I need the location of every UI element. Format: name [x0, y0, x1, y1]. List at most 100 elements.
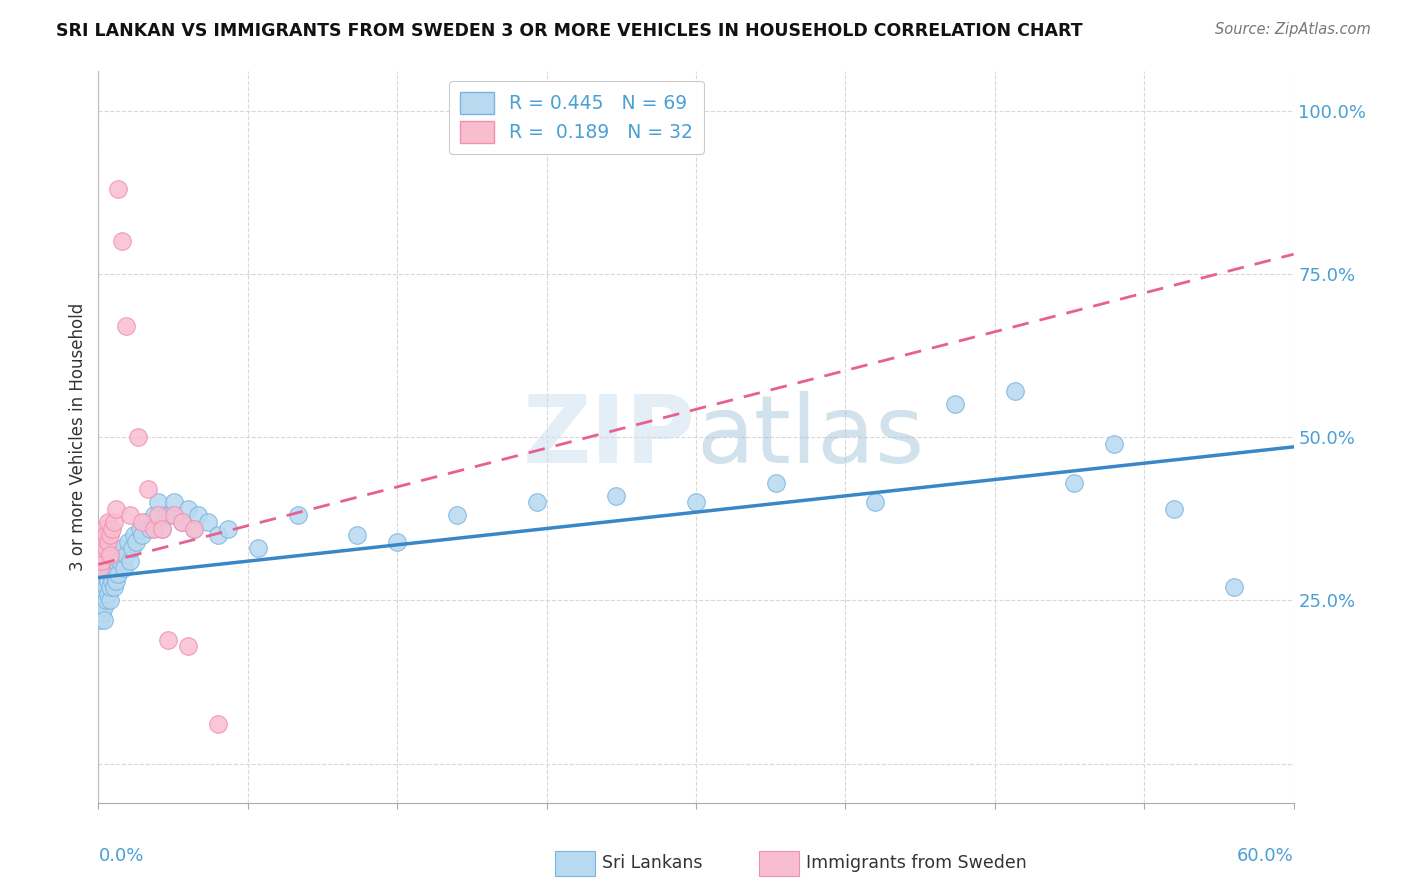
Point	[526, 495, 548, 509]
Point	[91, 580, 114, 594]
Point	[91, 607, 114, 621]
Point	[120, 554, 142, 568]
Point	[103, 567, 125, 582]
Text: Source: ZipAtlas.com: Source: ZipAtlas.com	[1215, 22, 1371, 37]
Point	[125, 534, 148, 549]
Point	[172, 515, 194, 529]
Point	[207, 717, 229, 731]
Point	[103, 580, 125, 594]
Point	[446, 508, 468, 523]
Point	[172, 515, 194, 529]
Point	[135, 515, 157, 529]
Point	[96, 528, 118, 542]
Point	[217, 521, 239, 535]
Point	[89, 613, 111, 627]
Point	[96, 541, 118, 555]
Point	[385, 534, 409, 549]
Point	[120, 508, 142, 523]
Point	[96, 593, 118, 607]
Point	[685, 495, 707, 509]
Point	[89, 560, 111, 574]
Point	[111, 541, 134, 555]
Point	[187, 508, 209, 523]
Point	[98, 528, 122, 542]
Point	[139, 521, 162, 535]
Text: ZIP: ZIP	[523, 391, 696, 483]
Point	[1223, 580, 1246, 594]
Point	[107, 548, 129, 562]
Text: 0.0%: 0.0%	[98, 847, 143, 864]
Point	[115, 319, 138, 334]
Point	[89, 599, 111, 614]
Point	[89, 548, 111, 562]
Point	[115, 548, 138, 562]
Point	[127, 430, 149, 444]
Point	[101, 548, 124, 562]
Point	[1063, 475, 1085, 490]
Point	[287, 508, 309, 523]
Point	[129, 521, 152, 535]
Point	[105, 574, 128, 588]
Point	[150, 521, 173, 535]
Text: 60.0%: 60.0%	[1237, 847, 1294, 864]
Point	[97, 534, 120, 549]
Point	[96, 580, 118, 594]
Point	[177, 502, 200, 516]
Text: SRI LANKAN VS IMMIGRANTS FROM SWEDEN 3 OR MORE VEHICLES IN HOUSEHOLD CORRELATION: SRI LANKAN VS IMMIGRANTS FROM SWEDEN 3 O…	[56, 22, 1083, 40]
Point	[93, 587, 115, 601]
Point	[765, 475, 787, 490]
Point	[97, 515, 120, 529]
Point	[98, 580, 122, 594]
Point	[346, 528, 368, 542]
Point	[163, 508, 186, 523]
Point	[121, 541, 143, 555]
Point	[91, 541, 114, 555]
Point	[865, 495, 887, 509]
Point	[207, 528, 229, 542]
Text: Immigrants from Sweden: Immigrants from Sweden	[806, 855, 1026, 872]
Point	[105, 502, 128, 516]
Point	[1163, 502, 1185, 516]
Y-axis label: 3 or more Vehicles in Household: 3 or more Vehicles in Household	[69, 303, 87, 571]
Point	[183, 521, 205, 535]
Point	[124, 528, 146, 542]
Point	[136, 483, 159, 497]
Point	[1104, 436, 1126, 450]
Point	[183, 521, 205, 535]
Point	[91, 593, 114, 607]
Point	[148, 508, 170, 523]
Text: Sri Lankans: Sri Lankans	[602, 855, 702, 872]
Point	[117, 534, 139, 549]
Point	[110, 554, 132, 568]
Point	[107, 182, 129, 196]
Point	[943, 397, 966, 411]
Point	[143, 521, 166, 535]
Point	[105, 554, 128, 568]
Point	[155, 508, 177, 523]
Point	[143, 508, 166, 523]
Point	[98, 593, 122, 607]
Point	[246, 541, 269, 555]
Point	[91, 528, 114, 542]
Point	[101, 574, 124, 588]
Point	[97, 587, 120, 601]
Point	[111, 234, 134, 248]
Point	[96, 567, 118, 582]
Point	[98, 548, 122, 562]
Point	[157, 632, 180, 647]
Point	[98, 567, 122, 582]
Point	[91, 554, 114, 568]
Point	[107, 567, 129, 582]
Point	[163, 495, 186, 509]
Text: atlas: atlas	[696, 391, 924, 483]
Point	[112, 560, 135, 574]
Point	[131, 528, 153, 542]
Point	[101, 521, 124, 535]
Point	[93, 599, 115, 614]
Point	[150, 521, 173, 535]
Point	[605, 489, 627, 503]
Point	[131, 515, 153, 529]
Point	[93, 574, 115, 588]
Point	[103, 515, 125, 529]
Point	[101, 560, 124, 574]
